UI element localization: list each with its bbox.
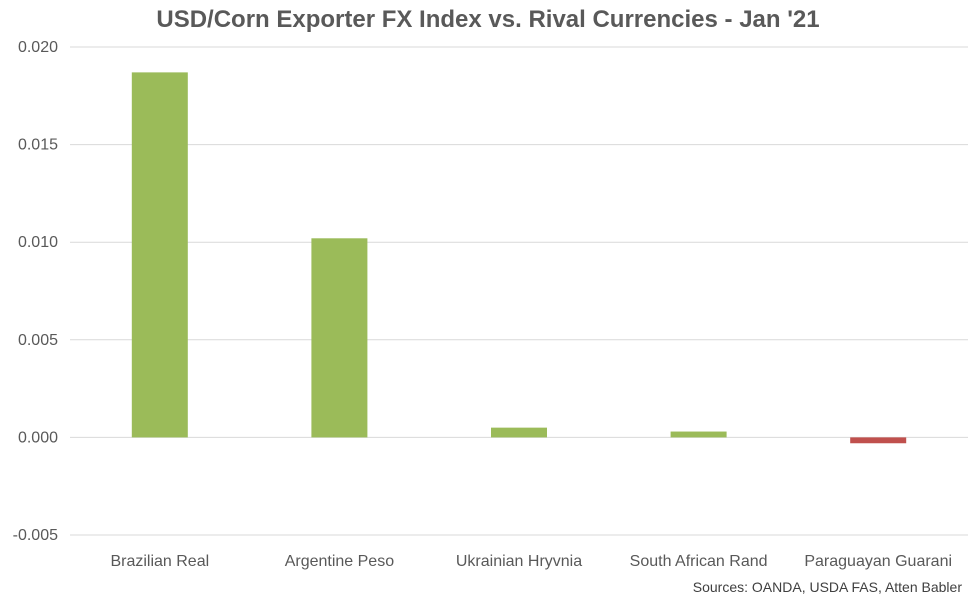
gridlines xyxy=(70,46,968,536)
bar xyxy=(850,437,907,444)
y-tick-label: -0.005 xyxy=(13,527,58,544)
x-tick-label: Argentine Peso xyxy=(285,553,395,570)
x-tick-label: Brazilian Real xyxy=(110,553,209,570)
x-tick-label: Paraguayan Guarani xyxy=(804,553,952,570)
source-note: Sources: OANDA, USDA FAS, Atten Babler xyxy=(692,579,962,595)
y-axis-ticks: 0.020 0.015 0.010 0.005 0.000 -0.005 xyxy=(13,39,58,544)
x-tick-label: Ukrainian Hryvnia xyxy=(456,553,582,570)
y-tick-label: 0.020 xyxy=(18,39,58,56)
bar xyxy=(491,427,547,438)
bars xyxy=(131,72,907,444)
bar xyxy=(670,431,727,438)
chart-title: USD/Corn Exporter FX Index vs. Rival Cur… xyxy=(156,6,820,33)
bar xyxy=(131,72,188,438)
bar xyxy=(311,238,368,438)
y-tick-label: 0.005 xyxy=(18,332,58,349)
x-tick-label: South African Rand xyxy=(630,553,768,570)
y-tick-label: 0.000 xyxy=(18,429,58,446)
y-tick-label: 0.015 xyxy=(18,137,58,154)
x-axis-ticks: Brazilian Real Argentine Peso Ukrainian Hr… xyxy=(110,553,952,570)
y-tick-label: 0.010 xyxy=(18,234,58,251)
